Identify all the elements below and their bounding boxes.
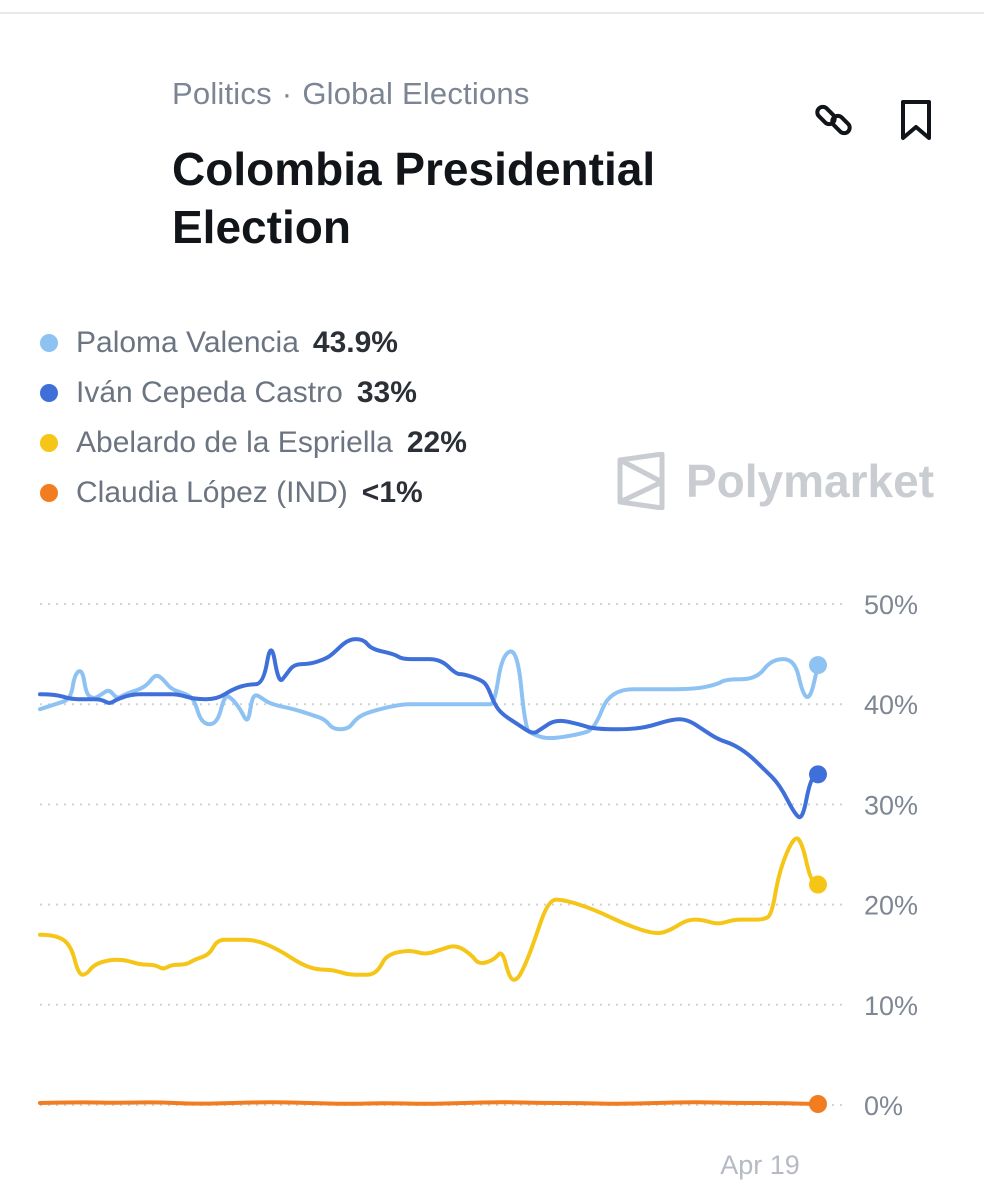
breadcrumb-category[interactable]: Politics [172,76,272,111]
legend-dot [40,334,58,352]
legend-value: <1% [361,476,423,509]
series-line-3 [38,1100,820,1106]
flag-stripe-blue [40,124,140,149]
bookmark-button[interactable] [894,98,938,142]
legend-item: Claudia López (IND) <1% [40,468,467,518]
series-line-0 [38,649,820,741]
y-tick-label: 0% [864,1091,903,1121]
legend: Paloma Valencia 43.9% Iván Cepeda Castro… [40,318,467,518]
legend-dot [40,384,58,402]
link-icon [815,104,852,136]
y-tick-label: 20% [864,891,918,921]
flag-stripe-red [40,149,140,174]
legend-value: 33% [356,376,417,409]
colombia-flag-icon [40,74,140,174]
legend-name: Claudia López (IND) [76,476,348,509]
series-line-2 [38,836,820,982]
legend-value: 43.9% [312,326,398,359]
y-tick-label: 50% [864,590,918,620]
legend-item: Iván Cepeda Castro 33% [40,368,467,418]
legend-name: Paloma Valencia [76,326,299,359]
legend-item: Abelardo de la Espriella 22% [40,418,467,468]
series-endpoint-1[interactable] [809,765,827,784]
watermark-text: Polymarket [686,455,935,507]
series-endpoint-2[interactable] [809,875,827,894]
flag-stripe-yellow [40,74,140,124]
legend-value: 22% [406,426,467,459]
price-chart: 50% 40% 30% 20% 10% 0% Apr 19 [38,590,918,1180]
polymarket-watermark: Polymarket [616,452,934,510]
chart-series [38,637,827,1113]
y-axis: 50% 40% 30% 20% 10% 0% [864,590,918,1121]
breadcrumb: Politics · Global Elections [172,76,530,112]
legend-name: Iván Cepeda Castro [76,376,343,409]
series-endpoint-3[interactable] [809,1094,827,1113]
breadcrumb-subcategory[interactable]: Global Elections [302,76,530,111]
series-line-1 [38,637,820,820]
legend-item: Paloma Valencia 43.9% [40,318,467,368]
y-tick-label: 40% [864,690,918,720]
legend-dot [40,434,58,452]
copy-link-button[interactable] [812,98,856,142]
legend-dot [40,484,58,502]
page-title: Colombia Presidential Election [172,143,656,253]
legend-name: Abelardo de la Espriella [76,426,393,459]
y-tick-label: 10% [864,991,918,1021]
top-divider [0,12,984,14]
bookmark-icon [901,100,931,140]
x-tick-label: Apr 19 [720,1150,800,1180]
series-endpoint-0[interactable] [809,656,827,675]
polymarket-logo-icon [617,452,665,510]
breadcrumb-separator: · [281,76,293,111]
y-tick-label: 30% [864,790,918,820]
